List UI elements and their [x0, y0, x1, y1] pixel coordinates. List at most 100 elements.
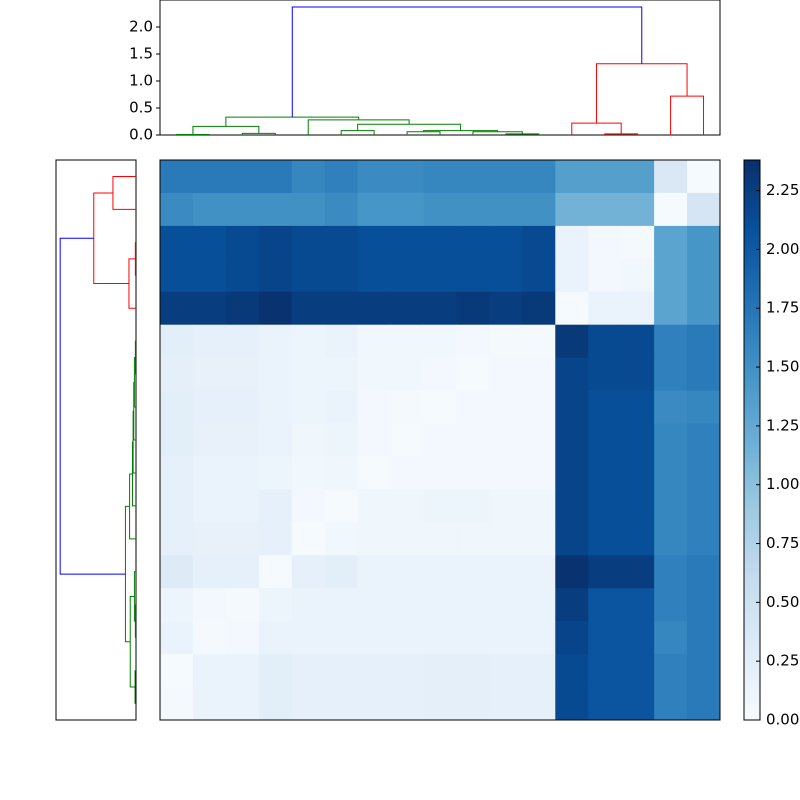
- heatmap-cell: [456, 456, 490, 490]
- heatmap-cell: [555, 192, 589, 227]
- heatmap-cell: [390, 357, 425, 392]
- heatmap-cell: [192, 588, 227, 622]
- heatmap-cell: [687, 258, 721, 293]
- heatmap-cell: [390, 160, 425, 194]
- heatmap-cell: [456, 390, 490, 425]
- heatmap-cell: [192, 258, 227, 293]
- heatmap-cell: [160, 489, 194, 523]
- axes-frame: [159, 0, 721, 136]
- heatmap-cell: [192, 687, 227, 721]
- heatmap-cell: [390, 588, 425, 622]
- heatmap-cell: [423, 291, 457, 326]
- heatmap-cell: [588, 588, 622, 622]
- heatmap-cell: [489, 258, 523, 293]
- heatmap-cell: [357, 225, 392, 260]
- heatmap-cell: [621, 522, 655, 556]
- heatmap-cell: [357, 621, 392, 655]
- heatmap-cell: [555, 456, 589, 490]
- heatmap-cell: [390, 225, 425, 260]
- colorbar-tick-label: 1.25: [766, 416, 799, 434]
- y-tick-label: 0.0: [129, 126, 153, 144]
- heatmap-cell: [522, 456, 556, 490]
- heatmap-cell: [160, 423, 194, 457]
- heatmap-cell: [522, 357, 556, 392]
- heatmap-cell: [654, 687, 688, 721]
- heatmap-cell: [456, 291, 490, 326]
- heatmap-cell: [390, 192, 425, 227]
- dendrogram-link: [670, 95, 705, 135]
- heatmap-cell: [654, 621, 688, 655]
- heatmap-cell: [621, 291, 655, 326]
- heatmap-cell: [489, 621, 523, 655]
- heatmap-cell: [555, 423, 589, 457]
- heatmap-cell: [687, 291, 721, 326]
- heatmap-cell: [390, 555, 425, 589]
- heatmap-cell: [258, 654, 293, 688]
- heatmap-cell: [555, 555, 589, 589]
- heatmap-cell: [687, 456, 721, 490]
- heatmap-cell: [522, 225, 556, 260]
- heatmap-cell: [160, 291, 194, 326]
- heatmap-cell: [258, 160, 293, 194]
- heatmap-cell: [390, 258, 425, 293]
- heatmap-cell: [192, 423, 227, 457]
- y-tick-label: 1.0: [129, 72, 153, 90]
- axes-frame: [159, 159, 721, 721]
- heatmap-cell: [357, 588, 392, 622]
- heatmap-cell: [324, 390, 359, 425]
- heatmap-cell: [456, 423, 490, 457]
- heatmap-cell: [225, 522, 260, 556]
- heatmap-cell: [357, 324, 392, 359]
- heatmap-cell: [225, 291, 260, 326]
- heatmap-cell: [654, 192, 688, 227]
- heatmap-cell: [357, 160, 392, 194]
- heatmap-cell: [654, 522, 688, 556]
- heatmap-cell: [423, 687, 457, 721]
- heatmap-cell: [324, 456, 359, 490]
- heatmap-cell: [324, 621, 359, 655]
- heatmap-cell: [489, 522, 523, 556]
- heatmap-cell: [456, 588, 490, 622]
- heatmap-cell: [687, 654, 721, 688]
- heatmap-cell: [192, 555, 227, 589]
- heatmap-cell: [621, 225, 655, 260]
- heatmap-cell: [324, 687, 359, 721]
- dendrogram-link: [571, 122, 622, 135]
- heatmap-cell: [456, 225, 490, 260]
- heatmap-cell: [423, 423, 457, 457]
- y-tick-label: 2.0: [129, 18, 153, 36]
- heatmap-cell: [621, 160, 655, 194]
- heatmap-cell: [588, 654, 622, 688]
- heatmap-cell: [324, 555, 359, 589]
- heatmap-cell: [588, 291, 622, 326]
- heatmap-cell: [324, 324, 359, 359]
- heatmap-cell: [192, 225, 227, 260]
- heatmap-cell: [225, 555, 260, 589]
- heatmap-cell: [555, 160, 589, 194]
- heatmap-cell: [390, 423, 425, 457]
- heatmap-cell: [225, 621, 260, 655]
- heatmap-cell: [390, 390, 425, 425]
- heatmap-cell: [522, 291, 556, 326]
- heatmap-cell: [291, 225, 326, 260]
- dendrogram-link: [112, 175, 136, 210]
- heatmap-cell: [390, 654, 425, 688]
- heatmap-cell: [654, 225, 688, 260]
- heatmap-cell: [654, 555, 688, 589]
- heatmap-cell: [225, 588, 260, 622]
- heatmap-cell: [423, 588, 457, 622]
- heatmap-cell: [621, 555, 655, 589]
- heatmap-cell: [489, 489, 523, 523]
- heatmap-cell: [291, 654, 326, 688]
- heatmap-cell: [654, 390, 688, 425]
- heatmap-cell: [621, 621, 655, 655]
- heatmap-cell: [192, 357, 227, 392]
- heatmap-cell: [258, 555, 293, 589]
- heatmap-cell: [555, 291, 589, 326]
- colorbar-tick-label: 1.00: [766, 475, 799, 493]
- heatmap-cell: [522, 588, 556, 622]
- heatmap-cell: [621, 423, 655, 457]
- colorbar-tick-label: 1.75: [766, 299, 799, 317]
- heatmap-cell: [225, 258, 260, 293]
